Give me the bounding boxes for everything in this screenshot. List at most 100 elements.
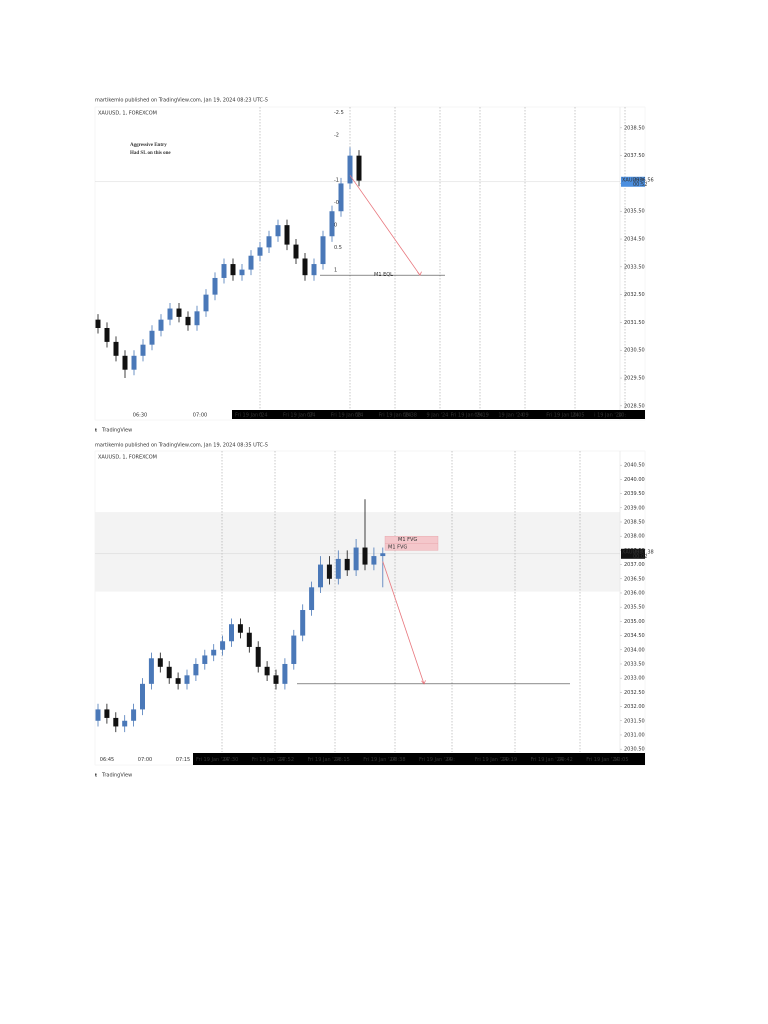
- symbol: XAUUSD, 1, FOREXCOM: [98, 455, 157, 461]
- y-tick-label: 2036.50: [624, 576, 645, 582]
- chart-frame: [94, 106, 646, 421]
- price-tag-countdown: 00:02: [633, 554, 647, 560]
- candle-body: [300, 610, 306, 636]
- candle-body: [311, 264, 317, 276]
- time-strip-label: Fri 19 Jan '24: [308, 757, 341, 763]
- y-tick-label: 2038.50: [624, 519, 645, 525]
- candle-body: [335, 558, 341, 579]
- footer-logo: 𝐭: [95, 773, 97, 779]
- candle-body: [273, 675, 279, 684]
- candle-body: [326, 564, 332, 579]
- time-strip-label: Fri 19 Jan '24: [235, 413, 268, 419]
- y-tick-label: 2030.50: [624, 747, 645, 753]
- y-tick-label: 2031.50: [624, 320, 645, 326]
- time-strip-label: Fri 19 Jan '24: [379, 413, 412, 419]
- candle-body: [158, 319, 164, 331]
- candle-body: [176, 308, 182, 317]
- candle-body: [318, 564, 323, 588]
- time-strip-label: 09:: [447, 757, 455, 763]
- candle-body: [229, 624, 234, 642]
- price-tag-symbol: XAUUSD: [622, 177, 643, 183]
- y-tick-label: 2033.00: [624, 676, 645, 682]
- time-strip-label: Fri 19 Jan '24: [531, 757, 564, 763]
- candle-body: [167, 308, 173, 320]
- candle-body: [131, 355, 137, 370]
- time-strip-label: 08:15: [335, 757, 349, 763]
- y-tick-label: 2038.00: [624, 534, 645, 540]
- x-tick-label: 07:00: [138, 757, 152, 763]
- y-tick-label: 2028.50: [624, 403, 645, 409]
- fib-label: 0: [334, 223, 337, 229]
- time-strip-label: 09:42: [558, 757, 572, 763]
- y-tick-label: 2040.00: [624, 477, 645, 483]
- y-tick-label: 2037.50: [624, 153, 645, 159]
- candle-body: [202, 655, 208, 664]
- candle-body: [356, 155, 362, 181]
- y-tick-label: 2034.00: [624, 647, 645, 653]
- candle-body: [266, 236, 272, 248]
- time-strip-label: Fri 19 Jan '24: [252, 757, 285, 763]
- candle-body: [95, 709, 101, 721]
- candle-body: [353, 547, 359, 571]
- time-strip-label: 10:05: [614, 757, 628, 763]
- candle-body: [185, 316, 191, 326]
- candle-body: [221, 264, 227, 278]
- arrow-head: [421, 680, 426, 685]
- time-strip-label: 0: [259, 413, 262, 419]
- candle-body: [131, 709, 137, 721]
- time-strip-label: 9 Jan '24: [427, 413, 449, 419]
- price-tag: [621, 548, 645, 559]
- y-tick-label: 2033.50: [624, 661, 645, 667]
- candle-body: [157, 658, 163, 667]
- candle-body: [193, 663, 199, 676]
- y-tick-label: 2035.50: [624, 209, 645, 215]
- y-tick-label: 2030.50: [624, 348, 645, 354]
- candle-body: [184, 675, 190, 684]
- time-strip-label: 09:19: [503, 757, 517, 763]
- y-tick-label: 2036.00: [624, 590, 645, 596]
- annotation: Had SL on this one: [130, 151, 171, 156]
- candle-body: [257, 247, 263, 256]
- y-tick-label: 2034.50: [624, 633, 645, 639]
- candle-body: [338, 183, 344, 212]
- time-strip-label: Fri 19 Jan '24: [546, 413, 579, 419]
- time-strip-label: 10:05: [570, 413, 584, 419]
- candle-body: [122, 720, 128, 727]
- candle-body: [203, 294, 209, 312]
- chart-header: martikemlo published on TradingView.com,…: [95, 443, 268, 449]
- arrow: [349, 175, 421, 276]
- time-strip-label: i 19 Jan '24: [594, 413, 622, 419]
- footer: TradingView: [101, 773, 132, 779]
- candle-body: [347, 155, 353, 184]
- candle-body: [371, 556, 377, 565]
- candle-body: [140, 683, 145, 710]
- price-tag-value: 2037.38: [633, 549, 654, 555]
- y-tick-label: 2037.00: [624, 562, 645, 568]
- candle-body: [380, 553, 386, 557]
- candle-body: [113, 341, 119, 356]
- time-strip-label: 07:30: [224, 757, 238, 763]
- time-strip-label: 08:38: [403, 413, 417, 419]
- y-tick-label: 2039.50: [624, 491, 645, 497]
- candle-body: [320, 236, 326, 265]
- chart-header: martikemlo published on TradingView.com,…: [95, 98, 268, 104]
- y-tick-label: 2039.00: [624, 505, 645, 511]
- time-strip-label: 08: [355, 413, 361, 419]
- candle-body: [175, 678, 181, 684]
- fvg-label: M1 FVG: [388, 544, 407, 550]
- y-tick-label: 2033.50: [624, 264, 645, 270]
- candle-body: [113, 717, 119, 727]
- candle-body: [104, 327, 110, 342]
- fib-label: 1: [334, 268, 337, 274]
- x-tick-label: 07:00: [193, 413, 207, 419]
- time-strip-label: Fri 19 Jan '24: [419, 757, 452, 763]
- x-tick-label: 06:45: [100, 757, 114, 763]
- y-tick-label: 2035.00: [624, 619, 645, 625]
- price-tag-countdown: 00:52: [633, 182, 647, 188]
- candle-body: [284, 225, 290, 245]
- y-tick-label: 2032.00: [624, 704, 645, 710]
- candle-body: [95, 319, 101, 328]
- y-tick-label: 2031.50: [624, 718, 645, 724]
- candle-body: [282, 663, 288, 684]
